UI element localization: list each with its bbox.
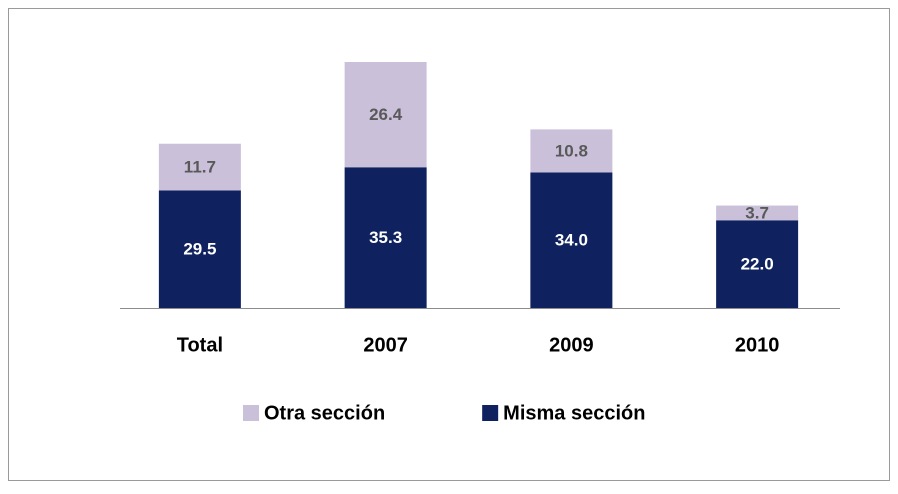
legend-label: Misma sección [503,402,645,424]
data-label: 35.3 [369,228,402,247]
legend-swatch [243,405,259,421]
data-label: 26.4 [369,105,403,124]
bar-segment [158,143,241,191]
x-tick-label: 2010 [735,334,780,356]
data-label: 3.7 [745,203,769,222]
bar-segment [530,172,613,308]
x-tick-label: 2009 [549,334,594,356]
data-label: 22.0 [741,255,774,274]
bar-segment [158,190,241,308]
bar-segment [344,62,427,168]
bar-segment [530,129,613,173]
data-label: 10.8 [555,141,588,160]
x-tick-label: Total [177,334,223,356]
data-label: 29.5 [183,240,216,259]
legend-label: Otra sección [264,402,385,424]
bar-segment [344,167,427,308]
data-label: 11.7 [184,158,216,177]
x-tick-label: 2007 [363,334,408,356]
legend-swatch [482,405,499,421]
bar-segment [716,205,799,221]
data-label: 34.0 [555,231,588,250]
bar-segment [716,220,799,308]
